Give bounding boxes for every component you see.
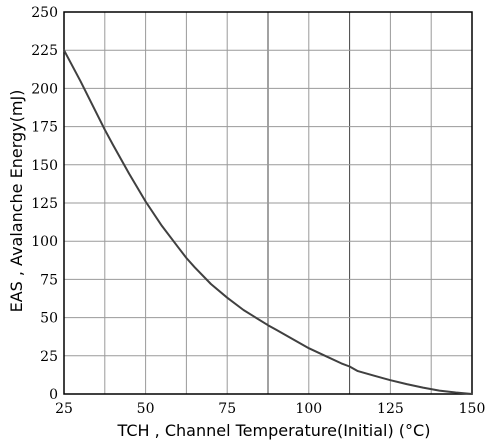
x-tick-label: 50 (137, 401, 155, 417)
y-tick-label: 75 (40, 272, 58, 288)
x-tick-label: 75 (218, 401, 236, 417)
y-tick-label: 100 (31, 234, 58, 250)
tick-labels: 25 50 75 100 125 1500255075100125150175200225… (31, 5, 485, 417)
series-layer (63, 49, 473, 395)
series-line (63, 49, 473, 395)
y-tick-label: 150 (31, 158, 58, 174)
plot-frame (63, 11, 473, 395)
x-tick-label: 125 (377, 401, 404, 417)
y-axis-title: EAS , Avalanche Energy(mJ) (7, 90, 26, 313)
y-tick-label: 0 (49, 387, 58, 403)
y-tick-label: 175 (31, 120, 58, 136)
x-tick-label: 25 (55, 401, 73, 417)
y-tick-label: 200 (31, 81, 58, 97)
gridlines (64, 12, 472, 394)
y-tick-label: 125 (31, 196, 58, 212)
y-tick-label: 25 (40, 349, 58, 365)
y-tick-label: 50 (40, 311, 58, 327)
x-tick-label: 100 (295, 401, 322, 417)
x-tick-label: 150 (459, 401, 486, 417)
x-axis-title: TCH , Channel Temperature(Initial) (°C) (117, 421, 431, 440)
y-tick-label: 250 (31, 5, 58, 21)
y-tick-label: 225 (31, 43, 58, 59)
